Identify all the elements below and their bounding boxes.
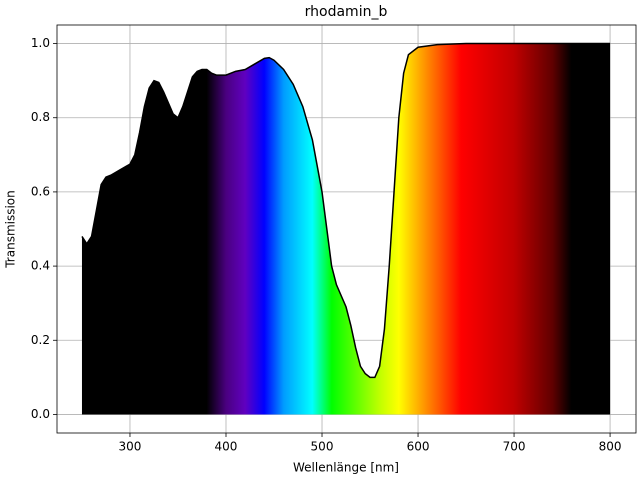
x-tick-label: 500 — [311, 440, 334, 454]
y-axis-label: Transmission — [4, 190, 18, 269]
y-tick-label: 0.0 — [31, 407, 50, 421]
plot — [81, 42, 611, 415]
x-axis-label: Wellenlänge [nm] — [293, 461, 399, 475]
x-tick-label: 300 — [119, 440, 142, 454]
axes-frame — [56, 24, 637, 434]
ticks: 300 400 500 600 700 800 0.0 0.2 0.4 0.6 0.8 1.0 — [31, 36, 622, 453]
y-tick-label: 1.0 — [31, 36, 50, 50]
y-tick-label: 0.6 — [31, 184, 50, 198]
chart-title: rhodamin_b — [305, 4, 388, 20]
y-tick-label: 0.8 — [31, 110, 50, 124]
y-tick-label: 0.2 — [31, 333, 50, 347]
y-tick-label: 0.4 — [31, 259, 50, 273]
x-tick-label: 700 — [503, 440, 526, 454]
x-tick-label: 800 — [599, 440, 622, 454]
transmission-line — [81, 42, 611, 379]
x-tick-label: 600 — [407, 440, 430, 454]
spectrum-area — [81, 43, 611, 415]
x-tick-label: 400 — [215, 440, 238, 454]
